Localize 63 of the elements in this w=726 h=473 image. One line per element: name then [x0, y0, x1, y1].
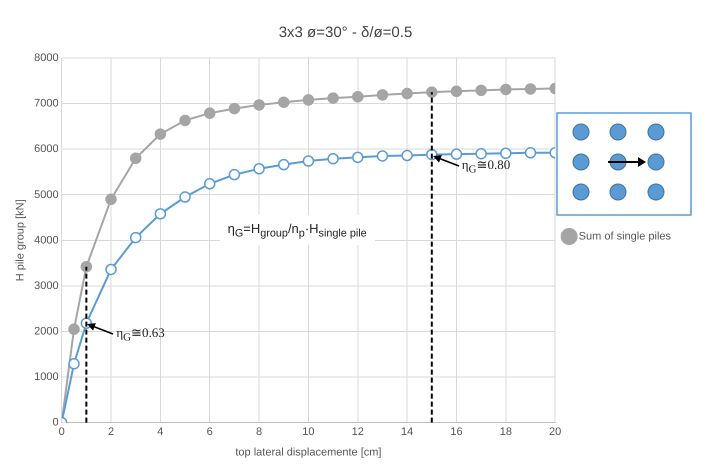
- y-tick-label: 8000: [34, 52, 59, 64]
- point: [524, 83, 536, 95]
- point: [68, 323, 80, 335]
- y-tick-label: 4000: [34, 234, 59, 246]
- point: [327, 92, 339, 104]
- point: [105, 264, 117, 276]
- y-tick-label: 3000: [34, 280, 59, 292]
- point: [401, 88, 413, 100]
- point: [228, 102, 240, 114]
- y-tick-label: 5000: [34, 188, 59, 201]
- x-axis-title: top lateral displacemente [cm]: [235, 446, 382, 458]
- x-tick-label: 8: [256, 426, 262, 438]
- point: [401, 150, 413, 162]
- annotation: η$_{G}$≅0.63: [116, 325, 165, 344]
- point: [130, 232, 142, 244]
- x-tick-label: 12: [352, 426, 364, 438]
- point: [475, 148, 487, 160]
- point: [352, 90, 364, 102]
- point: [154, 128, 166, 140]
- point: [105, 194, 117, 206]
- point: [278, 96, 290, 108]
- point: [278, 158, 290, 170]
- point: [426, 86, 438, 98]
- x-tick-label: 16: [450, 426, 463, 438]
- x-tick-label: 14: [401, 426, 414, 438]
- x-tick-label: 20: [549, 426, 562, 438]
- x-tick-label: 18: [500, 426, 512, 438]
- point: [179, 191, 191, 203]
- legend-label: Sum of single piles: [578, 230, 672, 243]
- annotation: η$_{G}$=H$_{group}$/n$_{p}$·H$_{single pile}$: [220, 214, 375, 246]
- point: [179, 114, 191, 126]
- point: [352, 152, 364, 164]
- point: [475, 84, 487, 96]
- point: [524, 147, 536, 159]
- point: [130, 152, 142, 164]
- y-axis-title: H pile group [kN]: [14, 199, 27, 282]
- point: [376, 150, 388, 162]
- annotation: η$_{G}$≅0.80: [462, 156, 510, 176]
- x-tick-label: 2: [108, 426, 114, 438]
- point: [253, 99, 265, 111]
- x-tick-label: 6: [206, 426, 213, 438]
- point: [327, 152, 339, 164]
- y-tick-label: 1000: [34, 371, 59, 384]
- point: [500, 148, 512, 159]
- y-tick-label: 2000: [34, 325, 59, 338]
- x-tick-label: 10: [302, 426, 315, 438]
- point: [228, 168, 240, 180]
- point: [500, 84, 512, 96]
- point: [376, 89, 388, 101]
- y-tick-label: 7000: [34, 98, 59, 110]
- point: [302, 94, 314, 106]
- point: [302, 155, 314, 167]
- point: [154, 208, 166, 220]
- point: [253, 163, 265, 174]
- point: [450, 148, 462, 160]
- x-tick-label: 4: [157, 426, 164, 438]
- point: [204, 107, 216, 119]
- point: [68, 358, 80, 370]
- point: [204, 178, 216, 190]
- point: [450, 86, 462, 98]
- y-tick-label: 0: [52, 416, 59, 429]
- y-tick-label: 6000: [34, 143, 59, 156]
- chart-title: 3x3 ø=30° - δ/ø=0.5: [278, 24, 412, 42]
